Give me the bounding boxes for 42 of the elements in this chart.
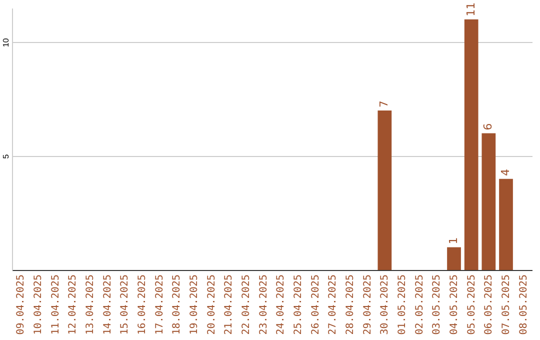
bar [482, 133, 496, 270]
bar [464, 19, 478, 270]
x-tick-label: 17.04.2025 [154, 274, 166, 335]
x-tick-label: 10.04.2025 [33, 274, 44, 335]
x-tick-label: 16.04.2025 [137, 274, 148, 335]
x-tick-label: 12.04.2025 [68, 274, 79, 335]
x-tick-label: 15.04.2025 [120, 274, 131, 335]
x-tick-label: 01.05.2025 [397, 274, 408, 335]
x-tick-label: 26.04.2025 [310, 274, 322, 335]
y-tick-label: 5 [2, 154, 10, 159]
x-tick-label: 29.04.2025 [362, 274, 374, 335]
data-label: 7 [378, 100, 391, 108]
x-tick-label: 22.04.2025 [241, 274, 252, 335]
bar [378, 110, 392, 270]
x-tick-label: 30.04.2025 [380, 274, 391, 335]
x-tick-label: 05.05.2025 [466, 274, 478, 335]
x-tick-label: 24.04.2025 [276, 274, 287, 335]
x-tick-label: 11.04.2025 [50, 274, 62, 335]
x-tick-label: 25.04.2025 [293, 274, 304, 335]
x-tick-label: 02.05.2025 [414, 274, 426, 335]
x-tick-label: 20.04.2025 [206, 274, 218, 335]
x-tick-label: 09.04.2025 [16, 274, 27, 335]
x-tick-label: 18.04.2025 [172, 274, 183, 335]
bar [447, 247, 461, 270]
y-tick-label: 10 [2, 38, 10, 48]
x-tick-label: 07.05.2025 [501, 274, 512, 335]
x-tick-label: 03.05.2025 [432, 274, 443, 335]
x-tick-label: 08.05.2025 [518, 274, 530, 335]
data-label: 6 [482, 123, 495, 130]
x-tick-label: 13.04.2025 [85, 274, 96, 335]
x-tick-label: 14.04.2025 [102, 274, 114, 335]
x-tick-label: 19.04.2025 [189, 274, 200, 335]
bar [499, 178, 513, 270]
x-tick-label: 06.05.2025 [484, 274, 495, 335]
x-tick-label: 04.05.2025 [449, 274, 460, 335]
data-label: 4 [499, 168, 512, 176]
x-tick-label: 27.04.2025 [328, 274, 339, 335]
x-tick-label: 23.04.2025 [258, 274, 270, 335]
x-tick-label: 21.04.2025 [224, 274, 235, 335]
x-tick-label: 28.04.2025 [345, 274, 356, 335]
data-label: 1 [447, 237, 460, 244]
data-label: 11 [464, 2, 478, 16]
